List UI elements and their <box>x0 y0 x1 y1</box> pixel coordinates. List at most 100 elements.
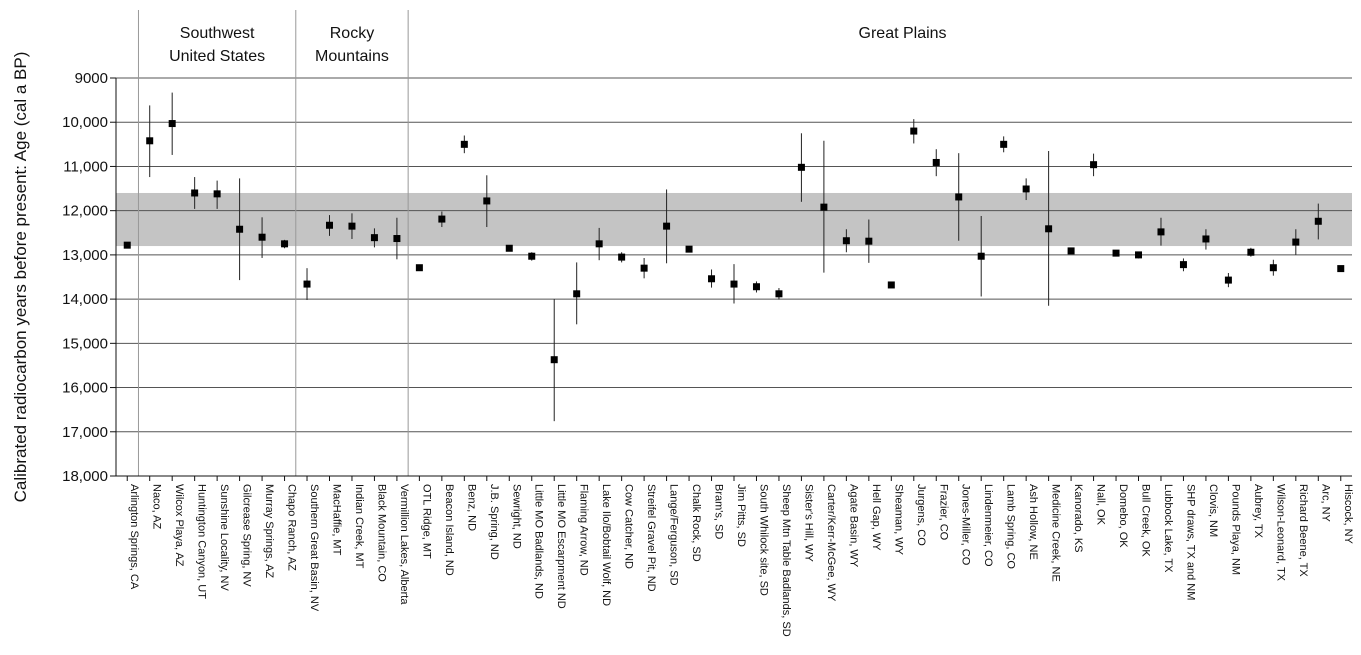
site-label: SHP draws, TX and NM <box>1184 484 1196 600</box>
shaded-band <box>116 192 1352 247</box>
y-tick-label: 15,000 <box>62 335 108 352</box>
site-label: Little MO Badlands, ND <box>533 484 545 599</box>
site-label: Lamb Spring, CO <box>1005 484 1017 569</box>
data-point <box>168 120 176 128</box>
data-point <box>1157 228 1165 236</box>
data-point <box>1224 276 1232 284</box>
data-point <box>191 189 199 197</box>
site-label: Little MO Escarpment ND <box>555 484 567 609</box>
data-point <box>236 225 244 233</box>
site-label: Jim Pitts, SD <box>735 484 747 547</box>
site-label: Lindenmeier, CO <box>982 484 994 567</box>
site-label: Streifel Gravel Pit, ND <box>645 484 657 592</box>
region-label: Mountains <box>315 48 389 65</box>
data-point <box>820 203 828 211</box>
y-tick-label: 11,000 <box>63 158 108 175</box>
site-label: Naco, AZ <box>151 484 163 530</box>
region-label: United States <box>169 48 265 65</box>
data-point <box>528 252 536 260</box>
data-point <box>303 280 311 288</box>
data-point <box>1022 185 1030 193</box>
data-point <box>932 158 940 166</box>
shaded-band-layer <box>116 192 1352 247</box>
data-point <box>955 193 963 201</box>
region-label: Rocky <box>330 25 374 42</box>
site-label: Lange/Ferguson, SD <box>668 484 680 586</box>
site-label: Sister's Hill, WY <box>802 484 814 563</box>
data-point <box>1000 140 1008 148</box>
data-point <box>1179 261 1187 269</box>
data-layer <box>123 92 1345 422</box>
site-label: Vermillion Lakes, Alberta <box>398 484 410 605</box>
data-point <box>325 221 333 229</box>
site-label: Sunshine Locality, NV <box>218 484 230 591</box>
site-label: J.B. Spring, ND <box>488 484 500 560</box>
y-tick-label: 14,000 <box>62 291 108 308</box>
data-point <box>797 163 805 171</box>
data-point <box>1314 217 1322 225</box>
site-label: Aubrey, TX <box>1252 484 1264 539</box>
data-point <box>1112 249 1120 257</box>
data-point <box>281 240 289 248</box>
text-layer: 9000 10,000 11,000 12,000 13,000 14,000 15,000… <box>11 25 1354 637</box>
site-label: Chalk Rock, SD <box>690 484 702 562</box>
y-tick-label: 13,000 <box>62 247 108 264</box>
site-label: Richard Beene, TX <box>1297 484 1309 577</box>
data-point <box>438 215 446 223</box>
site-label: Huntington Canyon, UT <box>196 484 208 599</box>
site-label: Carter/Kerr-McGee, WY <box>825 484 837 602</box>
data-point <box>887 281 895 289</box>
y-tick-label: 12,000 <box>62 203 108 220</box>
data-point <box>842 237 850 245</box>
data-point <box>213 190 221 198</box>
site-label: Lubbock Lake, TX <box>1162 484 1174 573</box>
data-point <box>640 264 648 272</box>
data-point <box>977 252 985 260</box>
site-label: Chapo Ranch, AZ <box>286 484 298 571</box>
data-point <box>910 127 918 135</box>
y-tick-label: 18,000 <box>62 468 108 485</box>
site-label: Clovis, NM <box>1207 484 1219 537</box>
data-point <box>348 222 356 230</box>
y-tick-label: 10,000 <box>62 114 108 131</box>
data-point <box>1090 161 1098 169</box>
site-label: Hiscock, NY <box>1342 484 1354 545</box>
y-axis-title: Calibrated radiocarbon years before pres… <box>11 52 30 503</box>
site-label: Lake Ilo/Bobtail Wolf, ND <box>600 484 612 606</box>
site-label: Gilcrease Spring, NV <box>241 484 253 587</box>
data-point <box>595 240 603 248</box>
region-label: Great Plains <box>859 25 947 42</box>
data-point <box>708 275 716 283</box>
data-point <box>258 233 266 241</box>
site-label: Sheaman, WY <box>892 484 904 556</box>
data-point <box>123 241 131 249</box>
data-point <box>685 245 693 253</box>
y-tick-label: 9000 <box>75 70 108 87</box>
site-label: Flaming Arrow, ND <box>578 484 590 576</box>
axes <box>110 77 1352 481</box>
data-point <box>663 222 671 230</box>
data-point <box>1135 251 1143 259</box>
data-point <box>483 197 491 205</box>
data-point <box>1045 225 1053 233</box>
site-label: Beacon Island, ND <box>443 484 455 576</box>
site-label: Bull Creek, OK <box>1140 484 1152 557</box>
region-label: Southwest <box>180 25 255 42</box>
site-label: Ash Hollow, NE <box>1027 484 1039 560</box>
data-point <box>775 290 783 298</box>
data-point <box>415 264 423 272</box>
data-point <box>550 356 558 364</box>
data-point <box>1292 238 1300 246</box>
data-point <box>393 235 401 243</box>
site-label: South Whilock site, SD <box>757 484 769 596</box>
data-point <box>146 137 154 145</box>
site-label: OTL Ridge, MT <box>420 484 432 559</box>
data-point <box>1202 235 1210 243</box>
site-label: Domebo, OK <box>1117 484 1129 548</box>
data-point <box>573 290 581 298</box>
data-point <box>1247 248 1255 256</box>
site-label: Southern Great Basin, NV <box>308 484 320 612</box>
region-dividers <box>137 10 409 476</box>
